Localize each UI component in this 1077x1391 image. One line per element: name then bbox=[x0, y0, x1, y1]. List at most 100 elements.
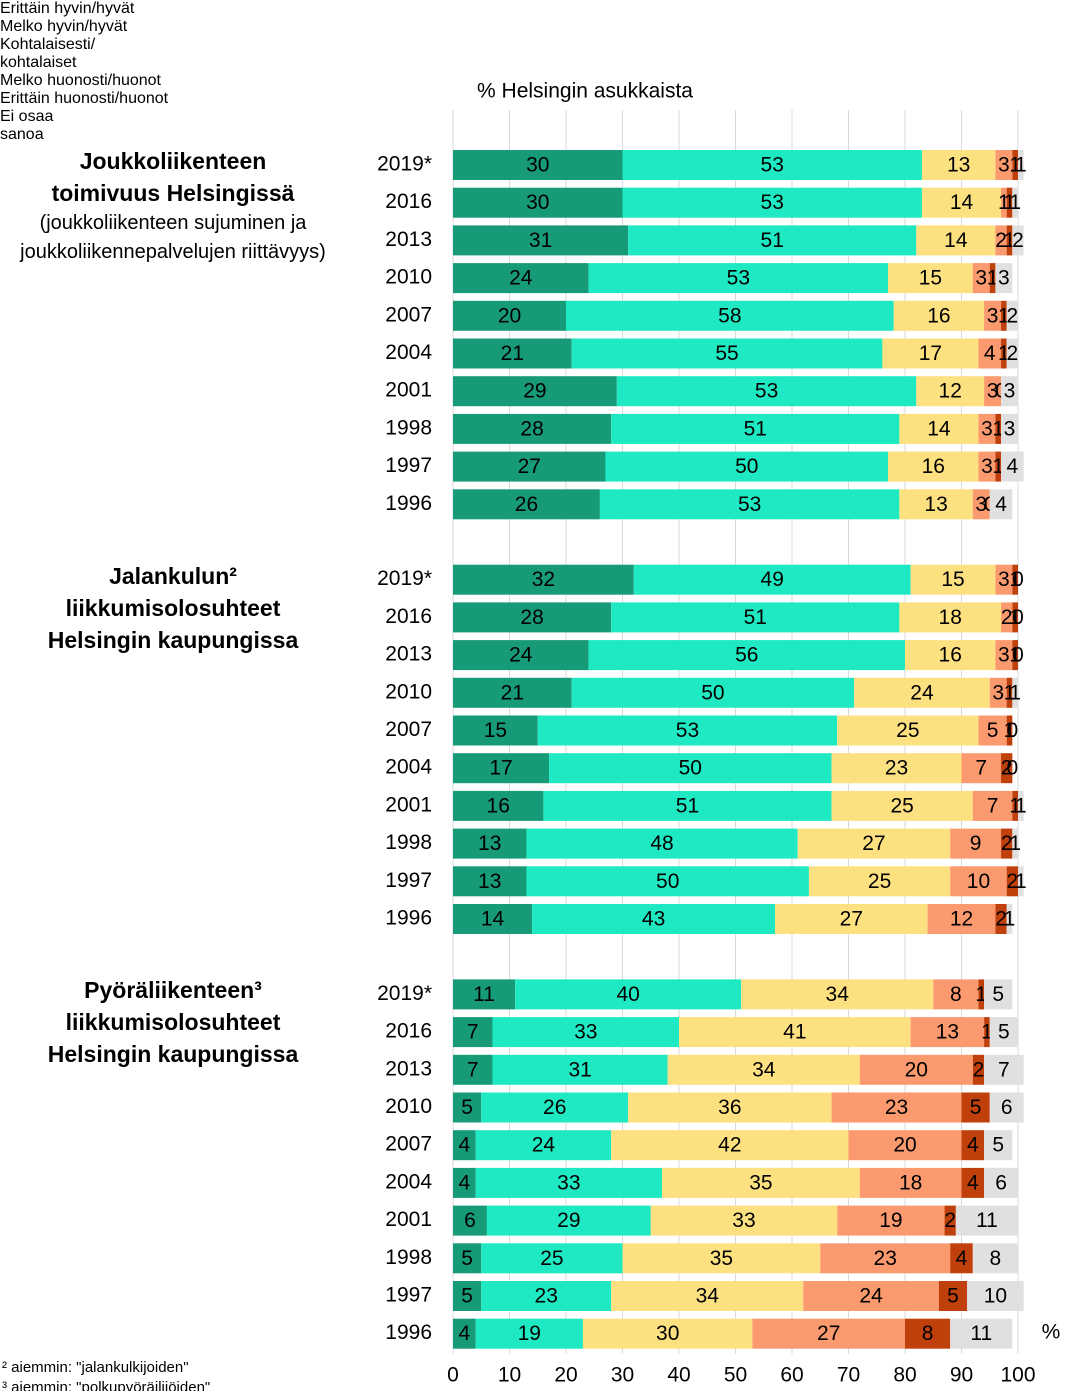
data-label: 35 bbox=[749, 1171, 772, 1194]
data-label: 55 bbox=[715, 342, 738, 365]
bar-segment bbox=[453, 413, 612, 444]
bar-segment bbox=[605, 451, 889, 482]
legend-item: Melko huonosti/huonot bbox=[0, 72, 190, 90]
bar-segment bbox=[453, 451, 606, 482]
x-tick-label: 40 bbox=[667, 1364, 690, 1387]
data-label: 23 bbox=[874, 1247, 897, 1270]
bar-segment bbox=[837, 1205, 945, 1236]
bar-segment bbox=[888, 263, 973, 294]
data-label: 3 bbox=[998, 154, 1010, 177]
data-label: 4 bbox=[967, 1171, 979, 1194]
data-label: 33 bbox=[574, 1021, 597, 1044]
legend-item: Kohtalaisesti/ kohtalaiset bbox=[0, 36, 170, 72]
bar-segment bbox=[571, 677, 855, 708]
data-label: 5 bbox=[461, 1247, 473, 1270]
bar-segment bbox=[588, 640, 905, 671]
footnote: ² aiemmin: "jalankulkijoiden" bbox=[2, 1359, 189, 1376]
bar-segment bbox=[995, 564, 1013, 595]
data-label: 50 bbox=[701, 681, 724, 704]
data-label: 50 bbox=[679, 757, 702, 780]
data-label: 14 bbox=[927, 417, 951, 440]
bar-segment bbox=[1012, 640, 1018, 671]
y-tick-label: 2004 bbox=[385, 1170, 432, 1193]
bar-segment bbox=[995, 451, 1002, 482]
bar-segment bbox=[921, 150, 996, 180]
data-label: 4 bbox=[458, 1322, 470, 1345]
data-label: 43 bbox=[642, 908, 665, 931]
bar-segment bbox=[910, 564, 996, 595]
data-label: 24 bbox=[532, 1134, 556, 1157]
data-label: 19 bbox=[879, 1209, 902, 1232]
legend-item: Melko hyvin/hyvät bbox=[0, 18, 140, 36]
data-label: 1 bbox=[998, 342, 1010, 365]
legend-label: Ei osaa sanoa bbox=[0, 108, 54, 143]
y-tick-label: 2019* bbox=[377, 982, 432, 1005]
bar-segment bbox=[453, 376, 617, 407]
data-label: 5 bbox=[992, 983, 1004, 1006]
bar-segment bbox=[933, 979, 979, 1010]
bar-segment bbox=[662, 1167, 860, 1198]
bar-segment bbox=[989, 1017, 1018, 1048]
data-label: 3 bbox=[975, 267, 987, 290]
bar-segment bbox=[927, 904, 996, 934]
bar-segment bbox=[905, 1318, 951, 1349]
data-label: 8 bbox=[922, 1322, 934, 1345]
data-label: 1 bbox=[1009, 606, 1021, 629]
data-label: 28 bbox=[520, 606, 543, 629]
data-label: 3 bbox=[1004, 380, 1016, 403]
data-label: 2 bbox=[973, 1058, 985, 1081]
data-label: 31 bbox=[568, 1058, 591, 1081]
bar-segment bbox=[1006, 225, 1013, 256]
bar-segment bbox=[995, 150, 1013, 180]
bar-segment bbox=[1001, 338, 1007, 369]
data-label: 1 bbox=[1009, 832, 1021, 855]
data-label: 58 bbox=[718, 304, 741, 327]
data-label: 6 bbox=[464, 1209, 476, 1232]
data-label: 34 bbox=[696, 1285, 720, 1308]
data-label: 2 bbox=[1007, 870, 1019, 893]
bar-segment bbox=[978, 715, 1007, 746]
bar-segment bbox=[905, 640, 996, 671]
bar-segment bbox=[1012, 225, 1024, 256]
bar-segment bbox=[995, 640, 1013, 671]
data-label: 51 bbox=[676, 794, 699, 817]
data-label: 33 bbox=[557, 1171, 580, 1194]
bar-segment bbox=[984, 1130, 1013, 1161]
bar-segment bbox=[989, 489, 1013, 520]
bar-segment bbox=[1001, 602, 1013, 633]
bar-segment bbox=[1018, 790, 1024, 821]
x-tick-label: 50 bbox=[724, 1364, 747, 1387]
data-label: 28 bbox=[520, 417, 543, 440]
data-label: 34 bbox=[752, 1058, 776, 1081]
bar-segment bbox=[995, 413, 1002, 444]
bar-segment bbox=[916, 225, 996, 256]
bar-segment bbox=[453, 602, 612, 633]
bar-segment bbox=[984, 979, 1013, 1010]
data-label: 10 bbox=[984, 1285, 1007, 1308]
data-label: 6 bbox=[1001, 1096, 1013, 1119]
bar-segment bbox=[453, 187, 623, 218]
data-label: 8 bbox=[950, 983, 962, 1006]
bar-segment bbox=[961, 1167, 985, 1198]
data-label: 20 bbox=[905, 1058, 928, 1081]
data-label: 5 bbox=[970, 1096, 982, 1119]
data-label: 29 bbox=[523, 380, 546, 403]
data-label: 13 bbox=[936, 1021, 959, 1044]
bar-segment bbox=[526, 866, 809, 897]
bar-segment bbox=[453, 338, 572, 369]
data-label: 24 bbox=[910, 681, 934, 704]
bar-segment bbox=[899, 489, 973, 520]
data-label: 3 bbox=[975, 493, 987, 516]
bar-segment bbox=[1006, 677, 1013, 708]
data-label: 15 bbox=[484, 719, 507, 742]
bar-segment bbox=[1006, 300, 1018, 331]
data-label: 11 bbox=[970, 1322, 992, 1345]
bar-segment bbox=[888, 451, 979, 482]
y-tick-label: 2004 bbox=[385, 756, 432, 779]
data-label: 26 bbox=[515, 493, 538, 516]
bar-segment bbox=[950, 828, 1002, 859]
bar-segment bbox=[921, 187, 1002, 218]
bar-segment bbox=[453, 1243, 482, 1274]
bar-segment bbox=[611, 413, 900, 444]
bar-segment bbox=[515, 979, 742, 1010]
